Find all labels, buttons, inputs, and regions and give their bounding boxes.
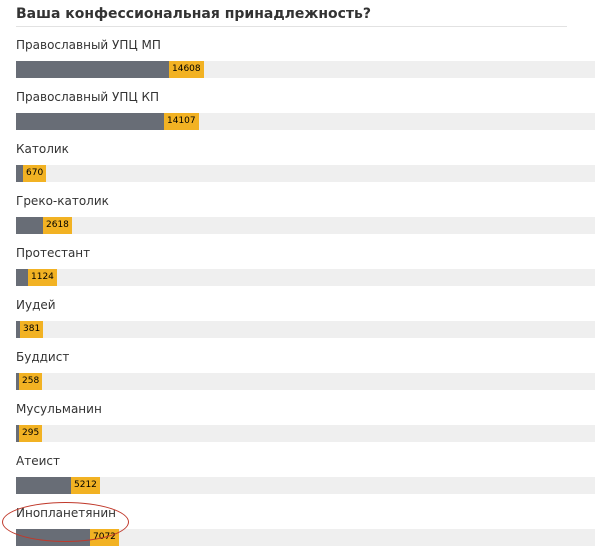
poll-bar-track: 1124 <box>16 269 595 286</box>
poll-vote-count: 14107 <box>164 113 199 130</box>
poll-bar-track: 670 <box>16 165 595 182</box>
poll-bar-track: 7072 <box>16 529 595 546</box>
poll-bar-fill <box>16 61 169 78</box>
poll-bar-track: 14107 <box>16 113 595 130</box>
poll-option-label: Греко-католик <box>16 194 109 208</box>
poll-option: Православный УПЦ МП 14608 <box>16 36 595 88</box>
poll-vote-count: 670 <box>23 165 47 182</box>
poll-vote-count: 7072 <box>90 529 119 546</box>
poll-bar-track: 2618 <box>16 217 595 234</box>
poll-results: Православный УПЦ МП 14608 Православный УПЦ… <box>16 36 595 556</box>
poll-option: Католик 670 <box>16 140 595 192</box>
poll-option-label: Протестант <box>16 246 91 260</box>
poll-bar-fill <box>16 529 90 546</box>
poll-option: Буддист 258 <box>16 348 595 400</box>
poll-bar-track: 5212 <box>16 477 595 494</box>
poll-vote-count: 2618 <box>43 217 72 234</box>
poll-option-label: Инопланетянин <box>16 506 116 520</box>
poll-option-label: Православный УПЦ МП <box>16 38 161 52</box>
poll-bar-fill <box>16 269 28 286</box>
poll-vote-count: 1124 <box>28 269 57 286</box>
poll-option-label: Атеист <box>16 454 60 468</box>
poll-option-label: Православный УПЦ КП <box>16 90 160 104</box>
poll-vote-count: 5212 <box>71 477 100 494</box>
poll-title: Ваша конфессиональная принадлежность? <box>16 6 372 22</box>
poll-option: Греко-католик 2618 <box>16 192 595 244</box>
poll-option: Православный УПЦ КП 14107 <box>16 88 595 140</box>
poll-option: Мусульманин 295 <box>16 400 595 452</box>
poll-bar-fill <box>16 321 20 338</box>
poll-bar-fill <box>16 113 164 130</box>
poll-bar-fill <box>16 165 23 182</box>
title-divider <box>16 26 567 27</box>
poll-vote-count: 381 <box>20 321 44 338</box>
poll-option: Иудей 381 <box>16 296 595 348</box>
poll-bar-track: 258 <box>16 373 595 390</box>
poll-vote-count: 258 <box>19 373 43 390</box>
poll-bar-fill <box>16 425 19 442</box>
poll-bar-fill <box>16 373 19 390</box>
poll-vote-count: 295 <box>19 425 43 442</box>
poll-bar-track: 14608 <box>16 61 595 78</box>
poll-bar-track: 295 <box>16 425 595 442</box>
poll-option-label: Католик <box>16 142 69 156</box>
poll-option-label: Буддист <box>16 350 70 364</box>
poll-option: Атеист 5212 <box>16 452 595 504</box>
poll-option: Инопланетянин 7072 <box>16 504 595 556</box>
poll-option: Протестант 1124 <box>16 244 595 296</box>
poll-bar-fill <box>16 217 43 234</box>
poll-bar-fill <box>16 477 71 494</box>
poll-option-label: Мусульманин <box>16 402 102 416</box>
poll-bar-track: 381 <box>16 321 595 338</box>
poll-option-label: Иудей <box>16 298 56 312</box>
poll-vote-count: 14608 <box>169 61 204 78</box>
